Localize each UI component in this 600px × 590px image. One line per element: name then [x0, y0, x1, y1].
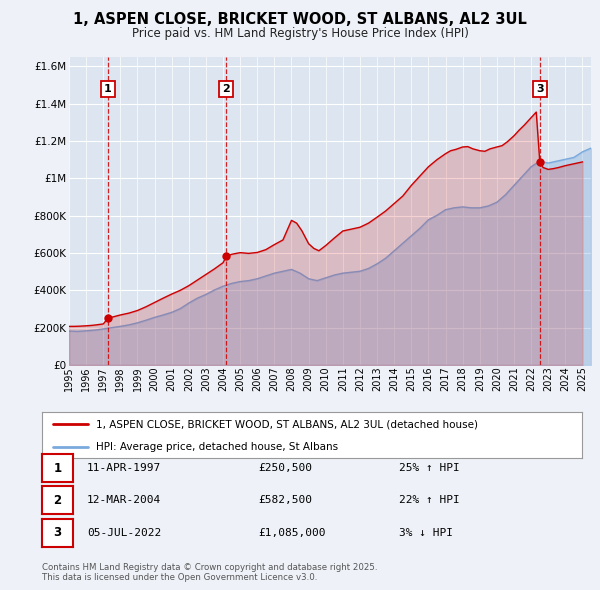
Text: 1, ASPEN CLOSE, BRICKET WOOD, ST ALBANS, AL2 3UL: 1, ASPEN CLOSE, BRICKET WOOD, ST ALBANS,…: [73, 12, 527, 27]
Text: 2: 2: [53, 493, 62, 506]
Text: 05-JUL-2022: 05-JUL-2022: [87, 528, 161, 538]
Text: 12-MAR-2004: 12-MAR-2004: [87, 495, 161, 505]
Text: Contains HM Land Registry data © Crown copyright and database right 2025.
This d: Contains HM Land Registry data © Crown c…: [42, 563, 377, 582]
Text: 1: 1: [53, 461, 62, 474]
Text: 1: 1: [104, 84, 112, 94]
Text: 3: 3: [536, 84, 544, 94]
Text: 2: 2: [223, 84, 230, 94]
Text: £1,085,000: £1,085,000: [258, 528, 325, 538]
Text: 1, ASPEN CLOSE, BRICKET WOOD, ST ALBANS, AL2 3UL (detached house): 1, ASPEN CLOSE, BRICKET WOOD, ST ALBANS,…: [96, 419, 478, 430]
Text: £582,500: £582,500: [258, 495, 312, 505]
Text: Price paid vs. HM Land Registry's House Price Index (HPI): Price paid vs. HM Land Registry's House …: [131, 27, 469, 40]
Text: £250,500: £250,500: [258, 463, 312, 473]
Text: 25% ↑ HPI: 25% ↑ HPI: [399, 463, 460, 473]
Text: 11-APR-1997: 11-APR-1997: [87, 463, 161, 473]
Text: HPI: Average price, detached house, St Albans: HPI: Average price, detached house, St A…: [96, 441, 338, 451]
Text: 3: 3: [53, 526, 62, 539]
Text: 22% ↑ HPI: 22% ↑ HPI: [399, 495, 460, 505]
Text: 3% ↓ HPI: 3% ↓ HPI: [399, 528, 453, 538]
